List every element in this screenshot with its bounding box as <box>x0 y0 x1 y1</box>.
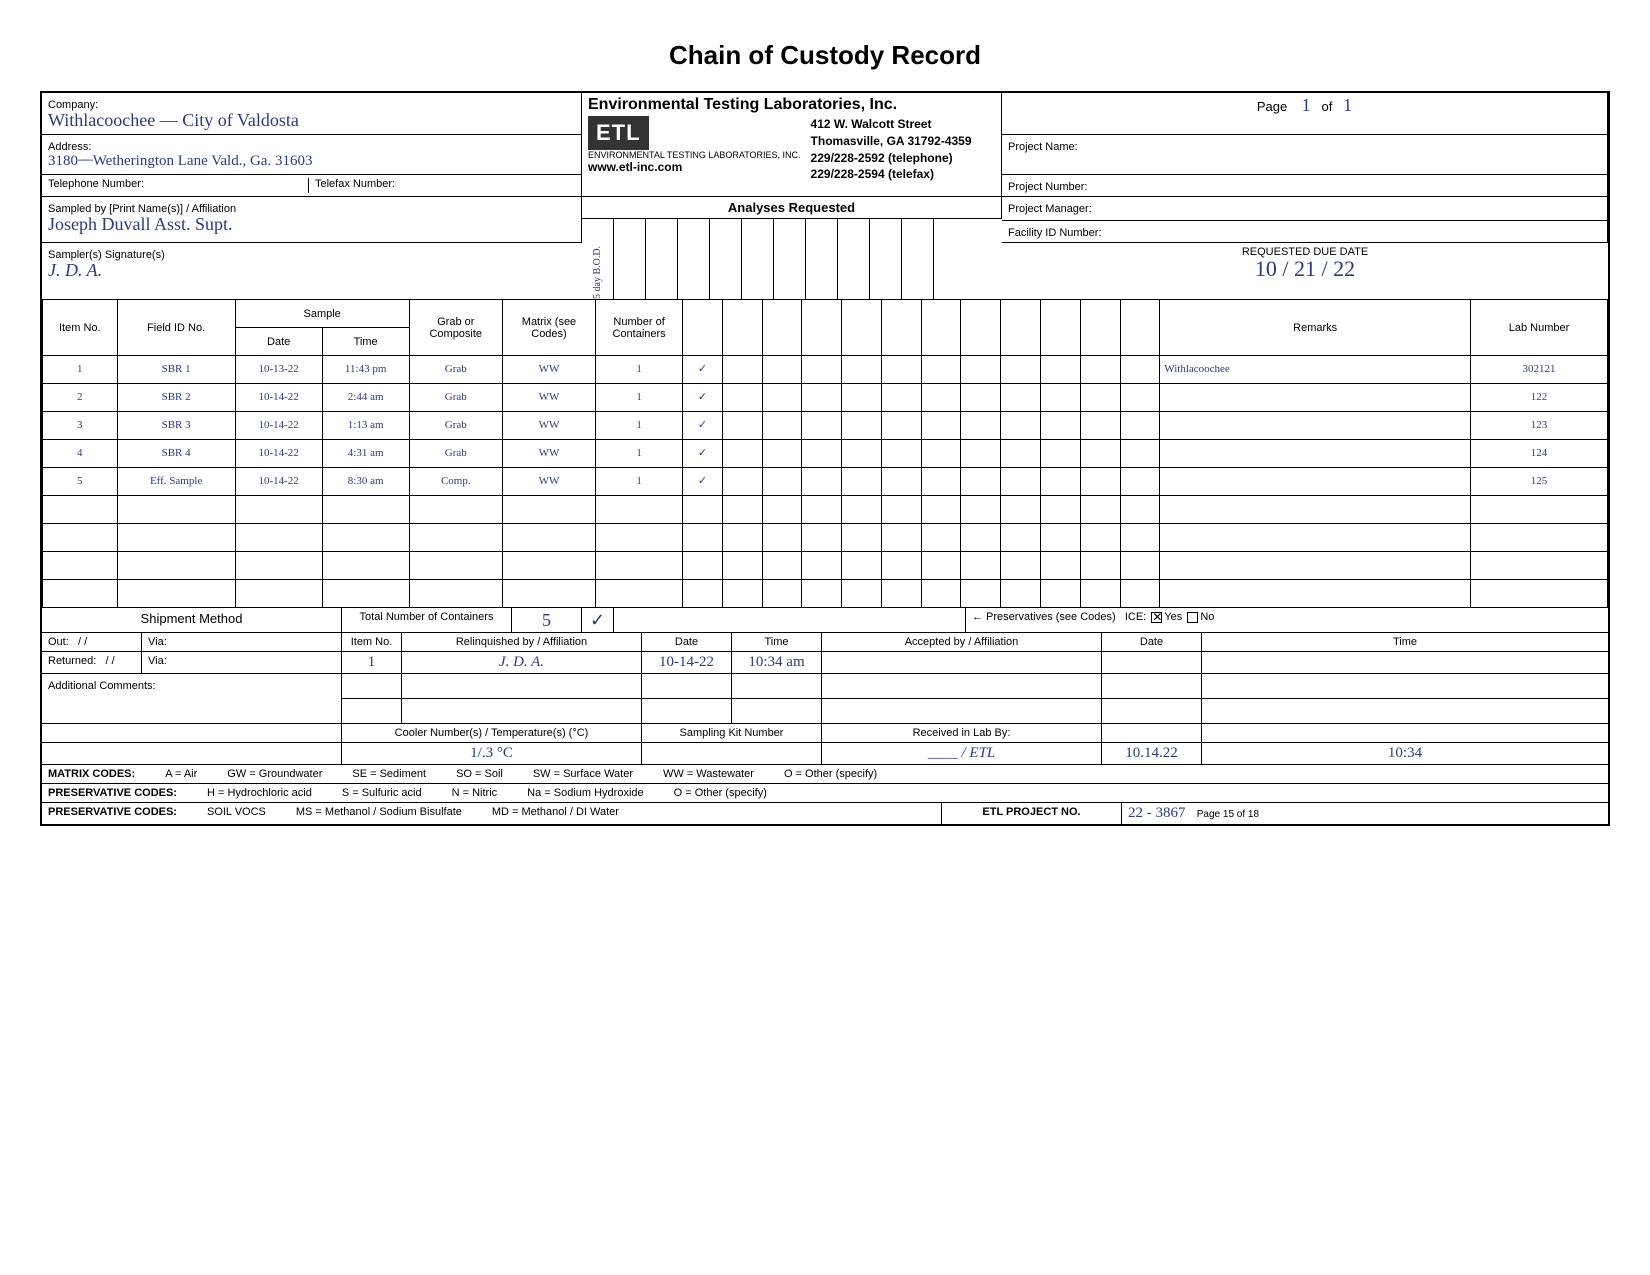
relinq-date-label: Date <box>642 633 732 652</box>
total-mark: ✓ <box>582 608 614 633</box>
page-num: 1 <box>1302 95 1311 115</box>
ice-label: ICE: <box>1125 611 1146 623</box>
facility-id-label: Facility ID Number: <box>1008 227 1102 239</box>
page-title: Chain of Custody Record <box>40 40 1610 71</box>
shipment-label: Shipment Method <box>42 608 342 633</box>
lab-phone: 229/228-2592 (telephone) <box>811 150 972 167</box>
lab-website: www.etl-inc.com <box>588 160 801 174</box>
received-date: 10.14.22 <box>1102 743 1202 765</box>
ice-yes-checkbox[interactable] <box>1151 612 1162 623</box>
relinq-item: 1 <box>342 652 402 674</box>
preservatives-label: ← Preservatives (see Codes) <box>972 611 1116 623</box>
lab-name: Environmental Testing Laboratories, Inc. <box>588 96 995 114</box>
th-containers: Number of Containers <box>596 300 683 356</box>
accepted-label: Accepted by / Affiliation <box>822 633 1102 652</box>
th-item: Item No. <box>43 300 118 356</box>
kit-label: Sampling Kit Number <box>642 724 822 743</box>
accepted-date-label: Date <box>1102 633 1202 652</box>
sampled-by-value: Joseph Duvall Asst. Supt. <box>48 214 233 234</box>
table-row: 2SBR 210-14-222:44 amGrabWW1✓122 <box>43 384 1608 412</box>
etl-proj-label: ETL PROJECT NO. <box>942 803 1122 824</box>
project-number-label: Project Number: <box>1008 181 1087 193</box>
received-time: 10:34 <box>1202 743 1608 765</box>
telefax-label: Telefax Number: <box>308 178 575 193</box>
th-time: Time <box>322 328 409 356</box>
lab-logo-sub: ENVIRONMENTAL TESTING LABORATORIES, INC. <box>588 150 801 160</box>
cooler-label: Cooler Number(s) / Temperature(s) (°C) <box>342 724 642 743</box>
th-labno: Lab Number <box>1471 300 1608 356</box>
relinq-time: 10:34 am <box>732 652 822 674</box>
page-label: Page <box>1257 99 1287 114</box>
total-containers-value: 5 <box>512 608 582 633</box>
received-label: Received in Lab By: <box>822 724 1102 743</box>
company-value: Withlacoochee — City of Valdosta <box>48 110 299 130</box>
address-label: Address: <box>48 141 91 153</box>
page-footer: Page 15 of 18 <box>1197 809 1259 820</box>
pres-codes2-label: PRESERVATIVE CODES: <box>48 806 177 821</box>
lab-logo: ETL <box>588 116 649 150</box>
project-manager-label: Project Manager: <box>1008 203 1092 215</box>
table-row <box>43 496 1608 524</box>
analysis-bod: 5 day B.O.D. <box>593 219 603 299</box>
th-matrix: Matrix (see Codes) <box>502 300 595 356</box>
accepted-time-label: Time <box>1202 633 1608 652</box>
lab-addr1: 412 W. Walcott Street <box>811 116 972 133</box>
returned-label: Returned: <box>48 655 96 667</box>
telephone-label: Telephone Number: <box>48 178 308 193</box>
th-date: Date <box>235 328 322 356</box>
signature-value: J. D. A. <box>48 260 102 280</box>
th-sample: Sample <box>235 300 409 328</box>
table-row: 3SBR 310-14-221:13 amGrabWW1✓123 <box>43 412 1608 440</box>
due-date-value: 10 / 21 / 22 <box>1008 258 1602 280</box>
relinq-sig: J. D. A. <box>402 652 642 674</box>
address-value: 3180 ̶ ̶ ̶ Wetherington Lane Vald., Ga. … <box>48 153 312 169</box>
project-name-label: Project Name: <box>1008 141 1078 153</box>
analyses-label: Analyses Requested <box>582 197 1002 219</box>
th-field: Field ID No. <box>117 300 235 356</box>
etl-proj-value: 22 - 3867 <box>1128 805 1186 821</box>
samples-table: Item No. Field ID No. Sample Grab or Com… <box>42 299 1608 608</box>
table-row: 4SBR 410-14-224:31 amGrabWW1✓124 <box>43 440 1608 468</box>
page-of: of <box>1321 99 1332 114</box>
relinq-date: 10-14-22 <box>642 652 732 674</box>
coc-form: Company: Withlacoochee — City of Valdost… <box>40 91 1610 826</box>
lab-fax: 229/228-2594 (telefax) <box>811 166 972 183</box>
relinq-time-label: Time <box>732 633 822 652</box>
table-row <box>43 524 1608 552</box>
cooler-value: 1/.3 °C <box>342 743 642 765</box>
total-containers-label: Total Number of Containers <box>342 608 512 633</box>
out-label: Out: <box>48 636 69 648</box>
table-row <box>43 580 1608 608</box>
th-remarks: Remarks <box>1160 300 1471 356</box>
table-row: 5Eff. Sample10-14-228:30 amComp.WW1✓125 <box>43 468 1608 496</box>
received-sig: ____ / ETL <box>822 743 1102 765</box>
page-total: 1 <box>1343 95 1352 115</box>
th-grab: Grab or Composite <box>409 300 502 356</box>
pres-codes1-label: PRESERVATIVE CODES: <box>48 787 177 799</box>
table-row: 1SBR 110-13-2211:43 pmGrabWW1✓Withlacooc… <box>43 356 1608 384</box>
matrix-codes-label: MATRIX CODES: <box>48 768 135 780</box>
relinq-item-label: Item No. <box>342 633 402 652</box>
table-row <box>43 552 1608 580</box>
add-comments-label: Additional Comments: <box>48 680 156 692</box>
ice-no-checkbox[interactable] <box>1187 612 1198 623</box>
lab-addr2: Thomasville, GA 31792-4359 <box>811 133 972 150</box>
relinq-label: Relinquished by / Affiliation <box>402 633 642 652</box>
via-label: Via: <box>148 636 167 648</box>
